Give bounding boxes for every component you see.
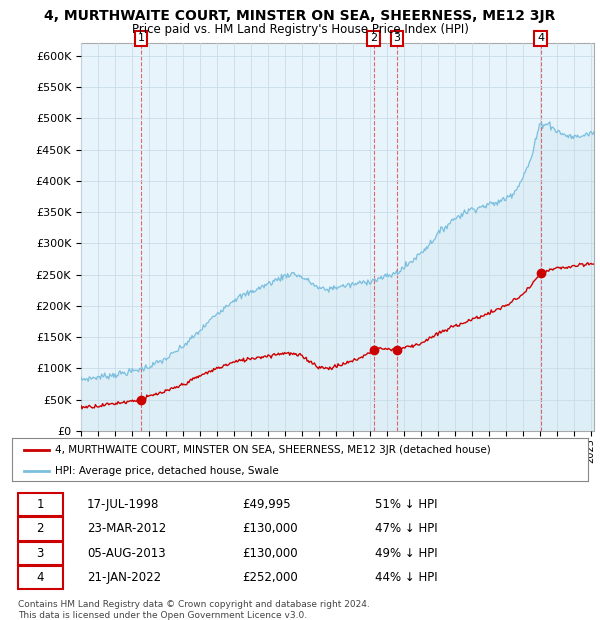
Text: 4: 4 [537,33,544,43]
Text: 47% ↓ HPI: 47% ↓ HPI [375,523,437,536]
Text: 4, MURTHWAITE COURT, MINSTER ON SEA, SHEERNESS, ME12 3JR (detached house): 4, MURTHWAITE COURT, MINSTER ON SEA, SHE… [55,445,491,455]
Text: 51% ↓ HPI: 51% ↓ HPI [375,498,437,511]
Text: Contains HM Land Registry data © Crown copyright and database right 2024.
This d: Contains HM Land Registry data © Crown c… [18,600,370,619]
Text: 2: 2 [37,523,44,536]
Text: £252,000: £252,000 [242,571,298,584]
Text: 44% ↓ HPI: 44% ↓ HPI [375,571,437,584]
FancyBboxPatch shape [18,542,62,565]
Text: 17-JUL-1998: 17-JUL-1998 [87,498,159,511]
Text: HPI: Average price, detached house, Swale: HPI: Average price, detached house, Swal… [55,466,279,476]
Text: 4, MURTHWAITE COURT, MINSTER ON SEA, SHEERNESS, ME12 3JR: 4, MURTHWAITE COURT, MINSTER ON SEA, SHE… [44,9,556,24]
Text: 3: 3 [37,547,44,560]
Text: 1: 1 [137,33,145,43]
Text: 05-AUG-2013: 05-AUG-2013 [87,547,166,560]
Text: 49% ↓ HPI: 49% ↓ HPI [375,547,437,560]
Text: Price paid vs. HM Land Registry's House Price Index (HPI): Price paid vs. HM Land Registry's House … [131,23,469,36]
FancyBboxPatch shape [18,566,62,589]
Text: 3: 3 [393,33,400,43]
FancyBboxPatch shape [18,518,62,541]
Text: 2: 2 [370,33,377,43]
Text: £49,995: £49,995 [242,498,291,511]
Text: £130,000: £130,000 [242,523,298,536]
FancyBboxPatch shape [18,493,62,516]
Text: 4: 4 [37,571,44,584]
Text: 21-JAN-2022: 21-JAN-2022 [87,571,161,584]
Text: 1: 1 [37,498,44,511]
Text: £130,000: £130,000 [242,547,298,560]
Text: 23-MAR-2012: 23-MAR-2012 [87,523,166,536]
